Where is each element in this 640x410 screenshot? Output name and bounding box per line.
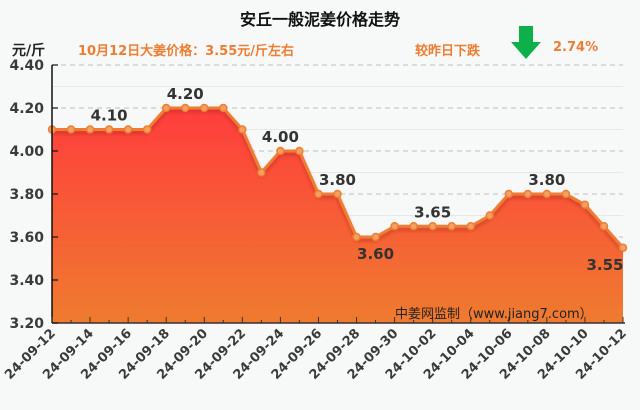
y-axis-ticks: 4.40 4.20 4.00 3.80 3.60 3.40 3.20 xyxy=(9,58,58,332)
data-point xyxy=(295,146,304,156)
data-point xyxy=(104,125,114,134)
data-point xyxy=(314,189,323,199)
data-point xyxy=(561,189,571,199)
data-point xyxy=(142,125,152,134)
change-value: 2.74% xyxy=(553,40,599,55)
data-label: 4.00 xyxy=(262,128,299,146)
data-point xyxy=(428,222,437,231)
data-label: 4.20 xyxy=(167,85,204,103)
change-label: 较昨日下跌 xyxy=(415,44,481,59)
watermark: 中姜网监制（www.jiang7.com） xyxy=(395,307,593,322)
data-point xyxy=(200,103,209,113)
data-point xyxy=(333,189,342,199)
data-label: 3.55 xyxy=(586,256,623,274)
data-point xyxy=(580,200,590,209)
data-point xyxy=(599,222,609,231)
data-point xyxy=(390,222,399,231)
data-point xyxy=(257,168,266,177)
x-axis-ticks: 24-09-1224-09-1424-09-1624-09-1824-09-20… xyxy=(2,317,630,383)
y-tick-label: 3.20 xyxy=(9,316,44,332)
data-point-markers xyxy=(47,103,628,252)
data-label: 3.80 xyxy=(528,171,565,189)
data-point xyxy=(409,222,418,231)
data-point xyxy=(504,189,514,199)
data-point xyxy=(66,125,76,134)
data-point xyxy=(85,125,95,134)
data-label: 3.60 xyxy=(357,245,394,263)
y-tick-label: 4.00 xyxy=(9,144,44,160)
data-point xyxy=(180,103,190,113)
data-point xyxy=(371,232,380,242)
data-point xyxy=(276,146,285,156)
y-tick-label: 3.40 xyxy=(9,273,44,289)
price-area xyxy=(52,108,623,323)
data-point xyxy=(485,211,495,220)
y-tick-label: 3.80 xyxy=(9,187,44,203)
chart-title: 安丘一般泥姜价格走势 xyxy=(239,10,400,29)
data-label: 3.80 xyxy=(319,171,356,189)
data-point xyxy=(219,103,228,113)
data-point xyxy=(161,103,171,113)
data-point xyxy=(618,243,628,252)
data-label: 3.65 xyxy=(414,203,451,221)
y-tick-label: 4.20 xyxy=(9,101,44,117)
data-point xyxy=(238,125,247,134)
data-point xyxy=(123,125,133,134)
data-point xyxy=(542,189,552,199)
down-arrow-icon xyxy=(510,26,542,64)
y-axis-unit: 元/斤 xyxy=(12,43,46,59)
data-point xyxy=(523,189,533,199)
today-price-text: 10月12日大姜价格：3.55元/斤左右 xyxy=(78,44,295,59)
data-point xyxy=(466,222,475,231)
y-tick-label: 4.40 xyxy=(9,58,44,74)
data-point xyxy=(447,222,456,231)
data-label: 4.10 xyxy=(91,107,128,125)
y-tick-label: 3.60 xyxy=(9,230,44,246)
data-labels: 4.10 4.20 4.00 3.80 3.60 3.65 3.80 3.55 xyxy=(91,85,624,274)
data-point xyxy=(352,232,361,242)
